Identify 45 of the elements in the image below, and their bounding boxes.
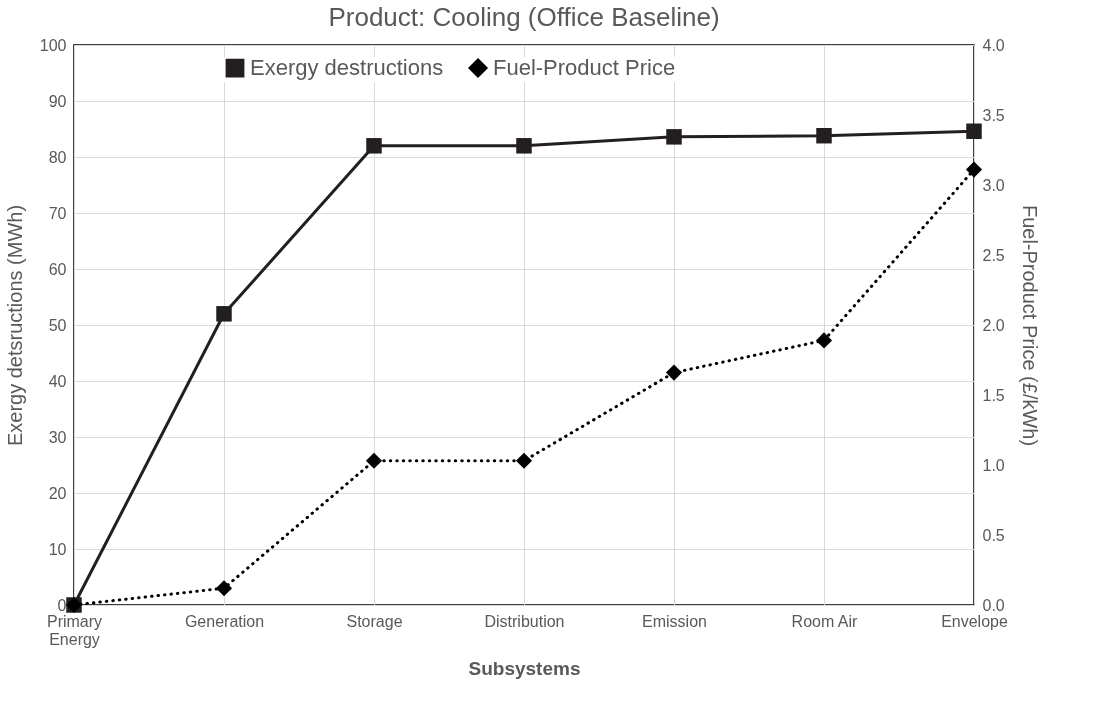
x-tick-label: Distribution (484, 612, 565, 630)
y-tick-label: 60 (48, 260, 67, 278)
legend-label: Exergy destructions (250, 55, 444, 81)
y-tick-label: 30 (48, 428, 67, 446)
y2-tick-label: 3.5 (982, 106, 1005, 124)
y2-tick-label: 4.0 (982, 36, 1005, 54)
y2-axis-title: Fuel-Product Price (£/kWh) (1018, 204, 1041, 447)
point (666, 129, 682, 145)
point (365, 452, 383, 469)
point (965, 161, 983, 178)
x-tick-label: Room Air (791, 612, 859, 630)
point (216, 306, 232, 322)
y-tick-label: 40 (48, 372, 67, 390)
y2-tick-label: 0.0 (982, 596, 1005, 614)
y2-tick-label: 2.0 (982, 316, 1005, 334)
chart-title: Product: Cooling (Office Baseline) (328, 2, 720, 32)
y2-tick-label: 1.0 (982, 456, 1005, 474)
y-tick-label: 50 (48, 316, 67, 334)
y2-tick-label: 2.5 (982, 246, 1005, 264)
point (516, 138, 532, 154)
y2-tick-label: 0.5 (982, 526, 1005, 544)
y-tick-label: 10 (48, 540, 67, 558)
y-tick-label: 100 (39, 36, 67, 54)
x-tick-label: Primary Energy (46, 612, 103, 648)
point (815, 332, 833, 349)
y-tick-label: 20 (48, 484, 67, 502)
legend-label: Fuel-Product Price (493, 55, 676, 81)
y-tick-label: 90 (48, 92, 67, 110)
point (366, 138, 382, 154)
point (215, 580, 233, 597)
point (966, 123, 982, 139)
x-axis-title: Subsystems (468, 657, 581, 679)
y-tick-label: 0 (57, 596, 67, 614)
y-tick-label: 70 (48, 204, 67, 222)
point (515, 452, 533, 469)
x-tick-label: Generation (184, 612, 265, 630)
x-tick-label: Storage (346, 612, 403, 630)
y2-tick-label: 3.0 (982, 176, 1005, 194)
y2-tick-label: 1.5 (982, 386, 1005, 404)
x-tick-label: Envelope (941, 612, 1008, 630)
x-tick-label: Emission (642, 612, 707, 630)
y-tick-label: 80 (48, 148, 67, 166)
point (665, 364, 683, 381)
y-axis-title: Exergy detsructions (MWh) (3, 204, 26, 447)
point (816, 127, 832, 144)
